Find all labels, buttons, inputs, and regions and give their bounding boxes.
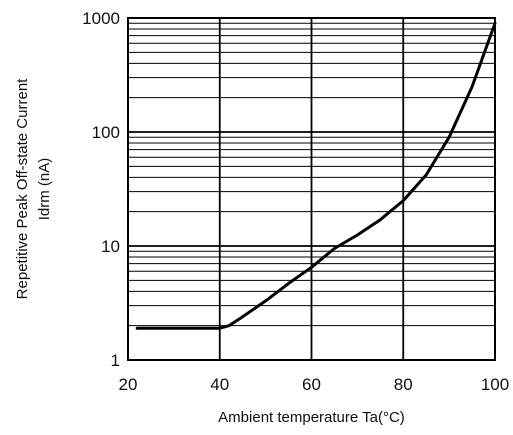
y-tick-labels: 1 10 100 1000 — [82, 9, 120, 370]
x-tick-label: 80 — [394, 375, 413, 394]
x-tick-label: 100 — [481, 375, 509, 394]
y-tick-label: 1 — [111, 351, 120, 370]
y-axis-label-line1: Repetitive Peak Off-state Current — [14, 78, 31, 299]
major-grid — [127, 17, 496, 361]
plot-frame — [127, 17, 496, 361]
x-tick-label: 20 — [119, 375, 138, 394]
x-tick-label: 60 — [302, 375, 321, 394]
x-tick-label: 40 — [210, 375, 229, 394]
y-tick-label: 100 — [92, 123, 120, 142]
series-line — [135, 21, 497, 330]
y-axis-label-line2: Idrm (nA) — [36, 158, 53, 221]
x-axis-label: Ambient temperature Ta(°C) — [218, 409, 405, 426]
y-tick-label: 10 — [101, 237, 120, 256]
y-tick-label: 1000 — [82, 9, 120, 28]
x-tick-labels: 20 40 60 80 100 — [119, 375, 510, 394]
